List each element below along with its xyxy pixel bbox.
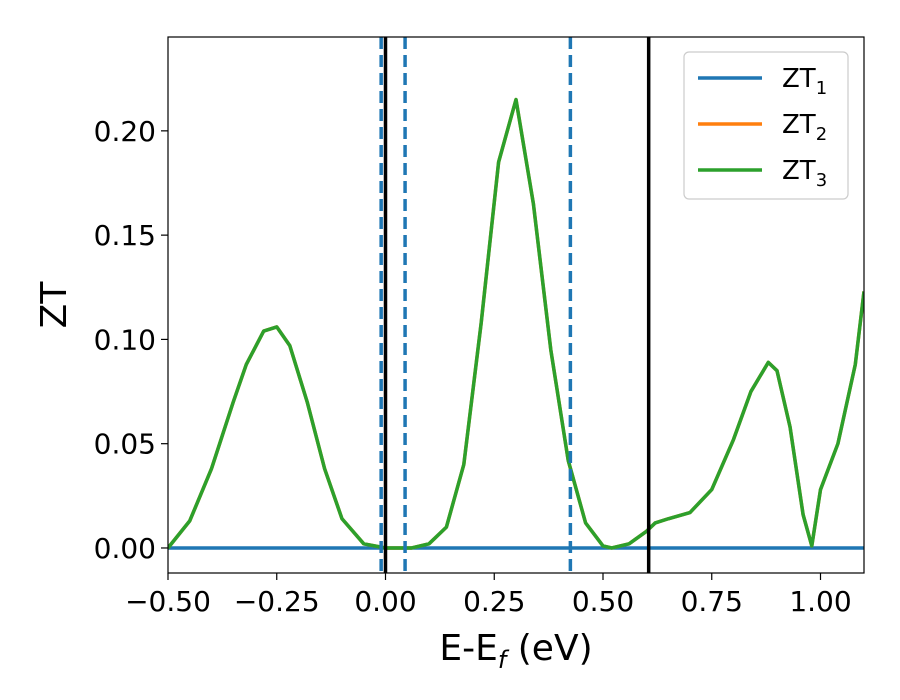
- legend-label-3: ZT3: [782, 156, 827, 191]
- legend-label-2: ZT2: [782, 110, 827, 145]
- legend: ZT1 ZT2 ZT3: [683, 51, 849, 200]
- y-tick-label: 0.00: [94, 532, 156, 565]
- x-axis-title-main: E-E: [439, 628, 497, 669]
- y-tick-label: 0.15: [94, 219, 156, 252]
- y-tick-label: 0.20: [94, 115, 156, 148]
- x-tick-label: 0.50: [572, 585, 634, 618]
- legend-frame: [683, 51, 849, 200]
- x-axis-ticks: −0.50 −0.25 0.00 0.25 0.50 0.75 1.00: [125, 573, 852, 618]
- series-layer: [168, 97, 864, 550]
- x-tick-label: 0.25: [463, 585, 525, 618]
- x-axis-title-unit: (eV): [506, 628, 592, 669]
- y-axis-ticks: 0.00 0.05 0.10 0.15 0.20: [94, 115, 168, 565]
- y-tick-label: 0.10: [94, 323, 156, 356]
- x-tick-label: −0.25: [234, 585, 320, 618]
- y-tick-label: 0.05: [94, 428, 156, 461]
- reference-lines-layer: [379, 37, 651, 573]
- x-axis-title: E-Ef (eV): [439, 628, 592, 674]
- x-tick-label: −0.50: [125, 585, 211, 618]
- legend-label-1: ZT1: [782, 64, 827, 99]
- y-axis-title: ZT: [34, 281, 75, 329]
- x-tick-label: 0.75: [681, 585, 743, 618]
- x-tick-label: 0.00: [354, 585, 416, 618]
- x-tick-label: 1.00: [789, 585, 851, 618]
- plot-frame: [167, 36, 865, 574]
- series-line-3: [168, 97, 864, 550]
